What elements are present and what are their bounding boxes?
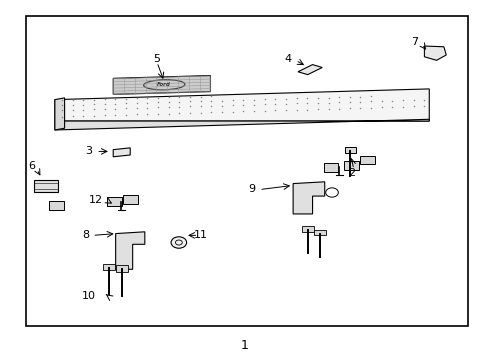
Polygon shape <box>116 232 144 269</box>
FancyBboxPatch shape <box>344 148 356 153</box>
FancyBboxPatch shape <box>122 195 137 204</box>
Text: 7: 7 <box>410 37 417 48</box>
Text: 6: 6 <box>28 161 36 171</box>
Text: 12: 12 <box>89 195 103 204</box>
Text: 3: 3 <box>85 147 92 157</box>
FancyBboxPatch shape <box>344 161 358 170</box>
FancyBboxPatch shape <box>323 163 338 172</box>
Text: 9: 9 <box>248 184 255 194</box>
Polygon shape <box>113 148 130 157</box>
Text: 2: 2 <box>347 168 354 178</box>
FancyBboxPatch shape <box>107 197 122 206</box>
Text: 8: 8 <box>82 230 89 240</box>
Polygon shape <box>55 119 428 130</box>
Polygon shape <box>55 89 428 121</box>
Text: 1: 1 <box>240 338 248 351</box>
Polygon shape <box>292 182 324 214</box>
FancyBboxPatch shape <box>103 264 115 270</box>
FancyBboxPatch shape <box>313 230 325 235</box>
Polygon shape <box>297 64 322 75</box>
Text: 5: 5 <box>153 54 160 64</box>
Text: 10: 10 <box>82 291 96 301</box>
Ellipse shape <box>143 80 184 90</box>
Text: 4: 4 <box>284 54 291 64</box>
Polygon shape <box>55 98 64 130</box>
Polygon shape <box>424 46 446 60</box>
FancyBboxPatch shape <box>360 156 374 164</box>
Text: 11: 11 <box>193 230 207 240</box>
Text: Ford: Ford <box>157 82 171 87</box>
FancyBboxPatch shape <box>301 226 313 232</box>
FancyBboxPatch shape <box>49 201 63 210</box>
Circle shape <box>171 237 186 248</box>
FancyBboxPatch shape <box>116 265 127 272</box>
Polygon shape <box>113 76 210 94</box>
Bar <box>26 16 467 327</box>
FancyBboxPatch shape <box>34 180 58 192</box>
